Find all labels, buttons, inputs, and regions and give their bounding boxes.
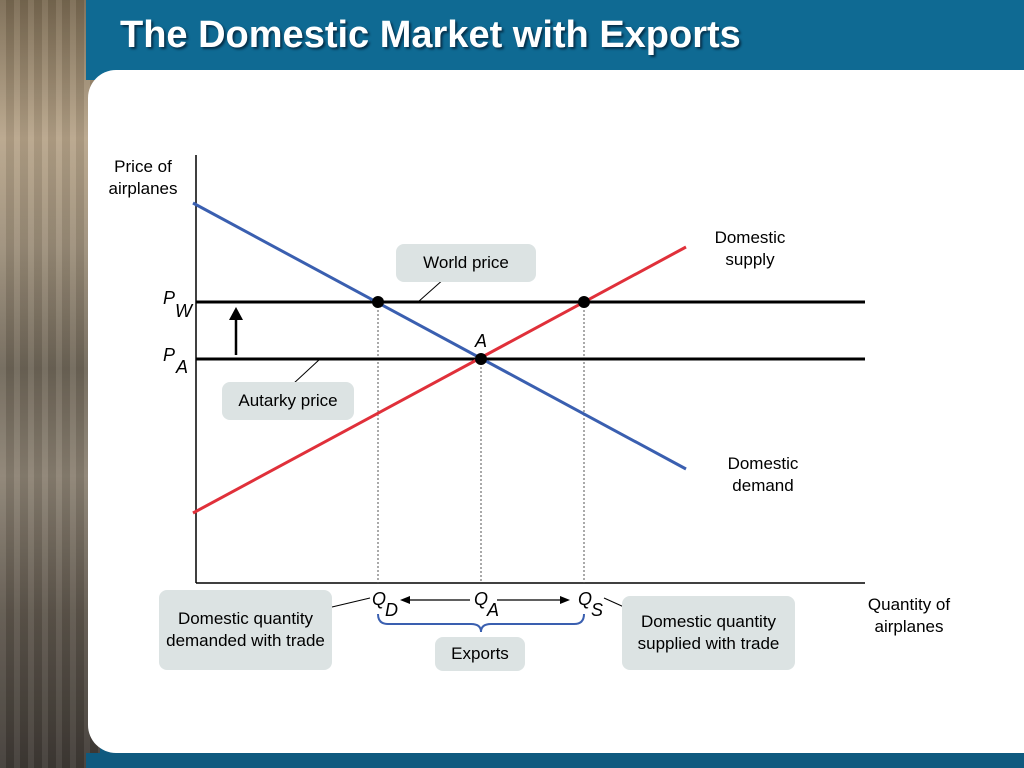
price-rise-arrowhead — [229, 307, 243, 320]
pa-main: P — [163, 345, 176, 365]
autarky-price-leader — [292, 358, 321, 385]
export-arrowhead-left — [400, 596, 410, 604]
demand-label: Domestic demand — [727, 454, 799, 495]
pw-main: P — [163, 288, 176, 308]
qs-desc-leader — [603, 597, 625, 608]
qs-sub: S — [591, 600, 604, 620]
export-arrowhead-right — [560, 596, 570, 604]
equilibrium-label: A — [475, 331, 488, 351]
world-price-callout: World price — [396, 244, 536, 282]
bottom-stripe — [86, 753, 1024, 768]
exports-brace — [377, 613, 585, 633]
y-axis-label: Price of airplanes — [108, 157, 178, 198]
autarky-price-callout: Autarky price — [222, 382, 354, 420]
pw-sub: W — [175, 301, 192, 321]
x-axis-label: Quantity of airplanes — [867, 595, 951, 636]
world-price-leader — [417, 277, 446, 303]
qd-desc-callout: Domestic quantity demanded with trade — [159, 590, 332, 670]
qs-desc-callout: Domestic quantity supplied with trade — [622, 596, 795, 670]
background-street-photo — [0, 0, 100, 768]
exports-callout: Exports — [435, 637, 525, 671]
qd-desc-leader — [331, 597, 371, 608]
demand-curve — [192, 201, 687, 471]
qa-sub: A — [487, 600, 500, 620]
supply-label: Domestic supply — [714, 228, 786, 269]
slide-title: The Domestic Market with Exports — [120, 14, 741, 56]
qs-point — [578, 296, 590, 308]
equilibrium-point — [475, 353, 487, 365]
supply-curve — [192, 245, 687, 515]
qd-point — [372, 296, 384, 308]
qd-sub: D — [385, 600, 398, 620]
pa-sub: A — [176, 357, 189, 377]
qd-main: Q — [372, 589, 387, 609]
title-bar — [86, 0, 1024, 80]
qs-main: Q — [578, 589, 593, 609]
qa-main: Q — [474, 589, 489, 609]
